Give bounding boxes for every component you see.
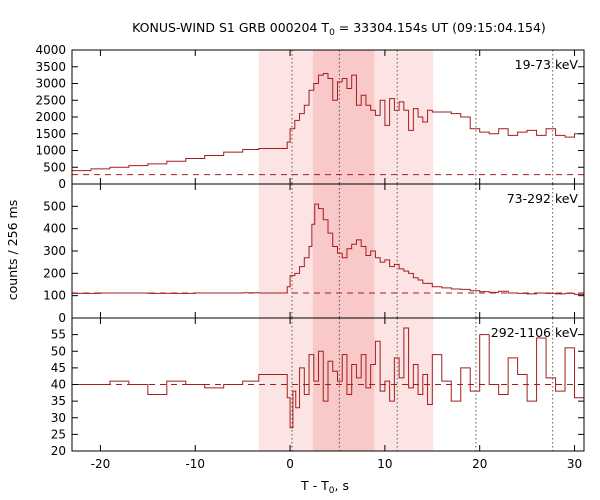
shaded-interval-2 <box>312 50 375 184</box>
shaded-interval-1 <box>258 50 313 184</box>
y-tick-label: 500 <box>43 160 66 174</box>
y-tick-label: 2500 <box>35 93 66 107</box>
light-curve-series <box>72 72 585 172</box>
x-tick-label: -10 <box>185 457 205 471</box>
shaded-interval-3 <box>374 184 434 318</box>
energy-band-label: 73-292 keV <box>507 191 579 206</box>
x-tick-label: 0 <box>286 457 294 471</box>
y-tick-label: 300 <box>43 244 66 258</box>
shaded-interval-1 <box>258 184 313 318</box>
x-tick-label: 20 <box>472 457 487 471</box>
y-tick-label: 0 <box>58 311 66 325</box>
y-tick-label: 400 <box>43 222 66 236</box>
y-tick-label: 25 <box>51 427 66 441</box>
y-tick-label: 50 <box>51 344 66 358</box>
x-tick-label: 30 <box>567 457 582 471</box>
y-tick-label: 55 <box>51 328 66 342</box>
panel-2: 0 100 200 300 400 500 73-292 keV <box>43 183 585 325</box>
y-tick-label: 45 <box>51 361 66 375</box>
y-tick-label: 35 <box>51 394 66 408</box>
x-tick-label: -20 <box>91 457 111 471</box>
y-tick-label: 500 <box>43 199 66 213</box>
y-tick-label: 30 <box>51 411 66 425</box>
light-curve-series <box>72 327 585 429</box>
shaded-interval-2 <box>312 318 375 451</box>
y-tick-label: 100 <box>43 289 66 303</box>
y-tick-label: 20 <box>51 444 66 458</box>
y-tick-label: 200 <box>43 266 66 280</box>
x-tick-label: 10 <box>377 457 392 471</box>
energy-band-label: 19-73 keV <box>515 57 579 72</box>
y-tick-label: 1000 <box>35 144 66 158</box>
shaded-interval-3 <box>374 50 434 184</box>
y-tick-label: 40 <box>51 378 66 392</box>
shaded-interval-2 <box>312 184 375 318</box>
x-axis-title: T - T0, s <box>300 478 349 496</box>
y-tick-label: 1500 <box>35 127 66 141</box>
y-tick-label: 2000 <box>35 110 66 124</box>
y-tick-label: 3500 <box>35 60 66 74</box>
panel-1: 0 500 1000 1500 2000 2500 3000 3500 4000 19-73 ke… <box>35 43 585 191</box>
y-tick-label: 4000 <box>35 43 66 57</box>
chart-title: KONUS-WIND S1 GRB 000204 T0 = 33304.154s… <box>132 20 546 38</box>
light-curve-series <box>72 203 585 295</box>
panel-3: 20 25 30 35 40 45 50 55 292-1106 keV <box>51 317 585 458</box>
y-axis-title: counts / 256 ms <box>5 200 20 300</box>
energy-band-label: 292-1106 keV <box>491 325 579 340</box>
y-tick-label: 3000 <box>35 77 66 91</box>
y-tick-label: 0 <box>58 177 66 191</box>
